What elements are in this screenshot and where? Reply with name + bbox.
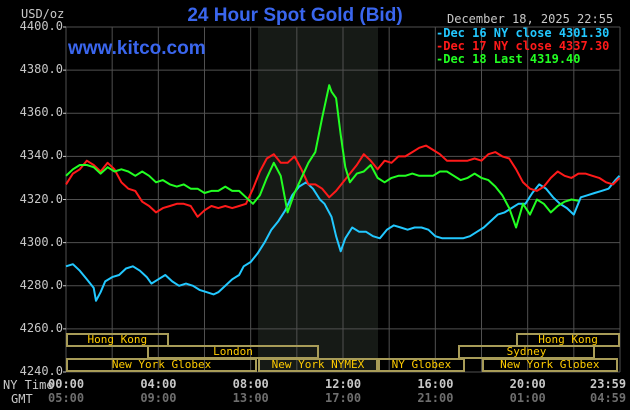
x-tick-ny: 08:00 — [232, 377, 269, 391]
y-tick-label: 4320.0 — [19, 191, 63, 206]
session-hong-kong: Hong Kong — [66, 333, 169, 347]
x-tick-gmt: 09:00 — [140, 391, 177, 405]
x-tick-gmt: 17:00 — [325, 391, 362, 405]
session-sydney: Sydney — [457, 345, 596, 359]
legend: -Dec 16 NY close 4301.30 -Dec 17 NY clos… — [436, 27, 619, 67]
datestamp: December 18, 2025 22:55 — [447, 12, 614, 26]
x-tick-ny: 00:00 — [48, 377, 85, 391]
y-tick-label: 4340.0 — [19, 148, 63, 163]
session-new-york-nymex: New York NYMEX — [258, 358, 378, 372]
chart-title: 24 Hour Spot Gold (Bid) — [0, 5, 630, 27]
x-tick-gmt: 21:00 — [417, 391, 454, 405]
series-line-1 — [65, 144, 621, 218]
x-tick-gmt: 01:00 — [509, 391, 546, 405]
series-line-0 — [65, 175, 621, 302]
session-london: London — [146, 345, 320, 359]
chart-title-text: 24 Hour Spot Gold (Bid) — [187, 5, 403, 26]
legend-item-dec16: -Dec 16 NY close 4301.30 — [436, 26, 610, 40]
y-tick-label: 4380.0 — [19, 62, 63, 77]
price-lines — [65, 84, 621, 302]
legend-item-dec18: -Dec 18 Last 4319.40 — [436, 52, 581, 66]
session-new-york-globex: New York Globex — [481, 358, 618, 372]
session-ny-globex: NY Globex — [378, 358, 465, 372]
y-axis-unit: USD/oz — [21, 7, 65, 21]
x-tick-ny: 12:00 — [325, 377, 362, 391]
series-line-2 — [65, 84, 579, 229]
ny-time-row-label: NY Time — [3, 378, 54, 392]
x-tick-ny: 04:00 — [140, 377, 177, 391]
session-new-york-globex: New York Globex — [66, 358, 258, 372]
x-tick-ny: 16:00 — [417, 377, 454, 391]
y-tick-label: 4360.0 — [19, 105, 63, 120]
y-tick-label: 4300.0 — [19, 234, 63, 249]
x-tick-gmt: 05:00 — [48, 391, 85, 405]
kitco-watermark-link[interactable]: www.kitco.com — [68, 38, 206, 59]
x-tick-gmt: 04:59 — [590, 391, 627, 405]
x-tick-ny: 23:59 — [590, 377, 627, 391]
y-tick-label: 4400.0 — [19, 19, 63, 33]
x-tick-gmt: 13:00 — [232, 391, 269, 405]
gmt-row-label: GMT — [11, 392, 33, 406]
x-tick-ny: 20:00 — [509, 377, 546, 391]
y-tick-label: 4280.0 — [19, 277, 63, 292]
legend-item-dec17: -Dec 17 NY close 4337.30 — [436, 39, 610, 53]
y-tick-label: 4260.0 — [19, 320, 63, 335]
y-tick-label: 4240.0 — [19, 364, 63, 378]
